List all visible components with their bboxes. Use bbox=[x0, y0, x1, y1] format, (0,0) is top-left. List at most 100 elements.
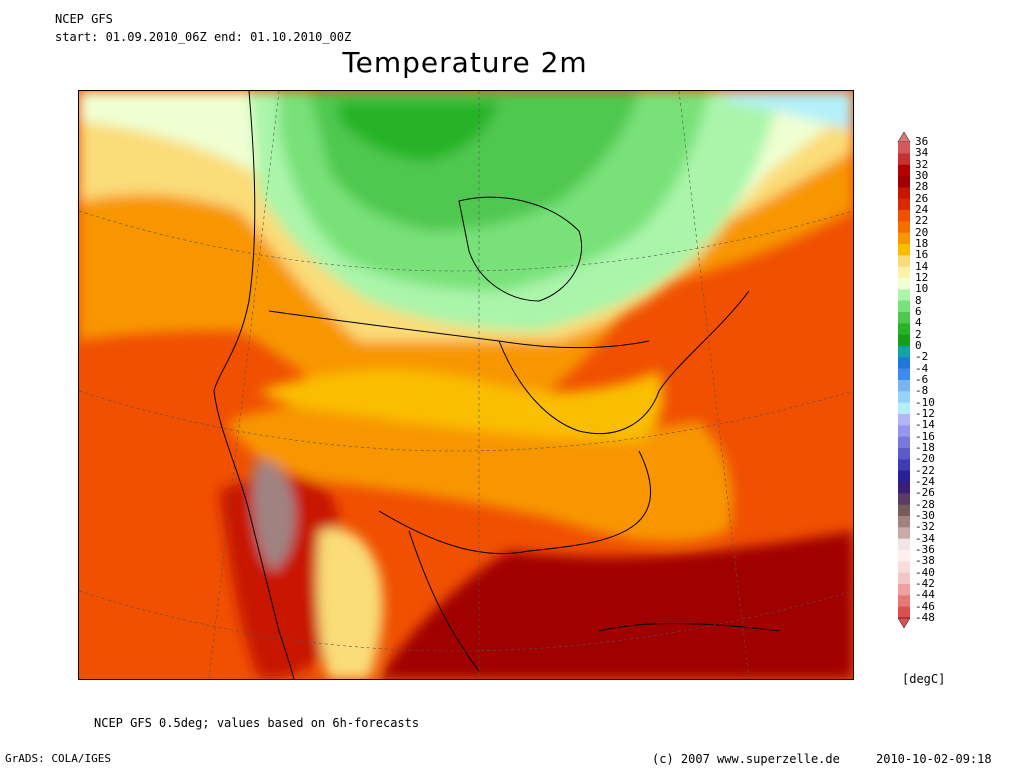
color-bar-label: -34 bbox=[915, 531, 935, 545]
color-bar-bottom-arrow bbox=[897, 617, 911, 629]
color-bar-segment bbox=[898, 493, 910, 506]
color-bar-label: 0 bbox=[915, 339, 922, 352]
color-bar-segment bbox=[898, 312, 910, 324]
color-bar-label: 10 bbox=[915, 282, 929, 296]
color-bar-label: -36 bbox=[915, 543, 935, 556]
color-bar-segment bbox=[898, 550, 910, 562]
color-bar-segment bbox=[898, 266, 910, 279]
color-bar-label: -16 bbox=[915, 429, 935, 443]
color-bar-label: -18 bbox=[915, 441, 935, 454]
color-bar-segment bbox=[898, 210, 910, 222]
color-bar-segment bbox=[898, 459, 910, 472]
color-bar-label: -28 bbox=[915, 497, 935, 511]
color-bar-label: 22 bbox=[915, 214, 929, 228]
color-bar-segment bbox=[898, 425, 910, 438]
color-bar-segment bbox=[898, 402, 910, 415]
map-title: Temperature 2m bbox=[342, 46, 588, 79]
color-bar-segment bbox=[898, 232, 910, 245]
color-bar-segment bbox=[898, 142, 910, 154]
color-bar-label: -26 bbox=[915, 486, 935, 500]
color-bar-label: 2 bbox=[915, 327, 922, 341]
timestamp: 2010-10-02-09:18 bbox=[876, 752, 992, 766]
color-bar-label: -2 bbox=[915, 350, 929, 364]
grid-lines bbox=[79, 91, 853, 679]
color-bar-segment bbox=[898, 357, 910, 370]
color-bar-segment bbox=[898, 561, 910, 574]
color-bar-segment bbox=[898, 334, 910, 347]
forecast-period: start: 01.09.2010_06Z end: 01.10.2010_00… bbox=[55, 30, 352, 44]
color-bar-label: 24 bbox=[915, 203, 929, 216]
color-bar-segment bbox=[898, 300, 910, 313]
data-note: NCEP GFS 0.5deg; values based on 6h-fore… bbox=[94, 716, 420, 730]
color-bar-segment bbox=[898, 176, 910, 188]
color-bar-segment bbox=[898, 187, 910, 200]
color-bar-segment bbox=[898, 346, 910, 358]
color-bar-label: 34 bbox=[915, 146, 929, 160]
coastlines bbox=[213, 91, 780, 679]
color-bar-label: -6 bbox=[915, 373, 929, 386]
color-bar-segment bbox=[898, 164, 910, 177]
color-bar-label: -40 bbox=[915, 565, 935, 579]
color-bar-label: -46 bbox=[915, 599, 935, 613]
color-bar-segment bbox=[898, 198, 910, 211]
color-bar-label: 12 bbox=[915, 271, 929, 284]
color-bar-label: 8 bbox=[915, 293, 922, 307]
color-bar-segment bbox=[898, 516, 910, 528]
color-bar-segment bbox=[898, 584, 910, 596]
units-label: [degC] bbox=[902, 672, 946, 686]
color-bar-label: 36 bbox=[915, 135, 929, 148]
color-bar-segment bbox=[898, 606, 910, 619]
color-bar-segment bbox=[898, 244, 910, 256]
color-bar-label: -22 bbox=[915, 463, 935, 477]
color-bar-label: -42 bbox=[915, 577, 935, 590]
color-bar-label: 18 bbox=[915, 237, 929, 250]
color-bar-segment bbox=[898, 595, 910, 608]
color-bar-segment bbox=[898, 153, 910, 166]
color-bar-label: 6 bbox=[915, 305, 922, 318]
copyright: (c) 2007 www.superzelle.de bbox=[652, 752, 840, 766]
model-name: NCEP GFS bbox=[55, 12, 113, 26]
color-bar-label: 14 bbox=[915, 259, 929, 273]
color-bar-label: -48 bbox=[915, 611, 935, 624]
color-bar-label: 20 bbox=[915, 225, 929, 239]
color-bar-segment bbox=[898, 368, 910, 381]
temperature-map-canvas bbox=[79, 91, 853, 679]
color-bar-label: -24 bbox=[915, 475, 935, 488]
color-bar-segment bbox=[898, 221, 910, 234]
color-bar-label: 30 bbox=[915, 169, 929, 182]
color-bar-segment bbox=[898, 380, 910, 392]
color-bar-segment bbox=[898, 572, 910, 585]
color-bar-label: -8 bbox=[915, 384, 929, 398]
color-bar-label: 4 bbox=[915, 316, 922, 330]
temperature-field bbox=[79, 91, 853, 679]
color-bar-top-arrow bbox=[897, 131, 911, 143]
color-bar-label: 28 bbox=[915, 180, 929, 194]
color-bar-segment bbox=[898, 323, 910, 336]
color-bar-label: -10 bbox=[915, 395, 935, 409]
color-bar-segment bbox=[898, 289, 910, 302]
color-bar-segment bbox=[898, 448, 910, 460]
color-bar-segment bbox=[898, 414, 910, 426]
color-bar-label: -14 bbox=[915, 418, 935, 432]
color-bar bbox=[897, 131, 911, 629]
color-bar-segment bbox=[898, 470, 910, 483]
color-bar-segment bbox=[898, 482, 910, 494]
color-bar-segment bbox=[898, 527, 910, 540]
temperature-map bbox=[78, 90, 854, 680]
color-bar-segment bbox=[898, 436, 910, 449]
color-bar-segment bbox=[898, 504, 910, 517]
color-bar-label: -38 bbox=[915, 554, 935, 568]
color-bar-label: -32 bbox=[915, 520, 935, 534]
color-bar-label: -30 bbox=[915, 509, 935, 522]
color-bar-segment bbox=[898, 391, 910, 404]
color-bar-label: -20 bbox=[915, 452, 935, 466]
color-bar-segment bbox=[898, 538, 910, 551]
software-credit: GrADS: COLA/IGES bbox=[5, 752, 111, 765]
color-bar-label: 26 bbox=[915, 191, 929, 205]
color-bar-label: 16 bbox=[915, 248, 929, 262]
color-bar-label: -12 bbox=[915, 407, 935, 420]
color-bar-label: -4 bbox=[915, 361, 929, 375]
color-bar-segment bbox=[898, 278, 910, 290]
color-bar-label: -44 bbox=[915, 588, 935, 602]
color-bar-segment bbox=[898, 255, 910, 268]
